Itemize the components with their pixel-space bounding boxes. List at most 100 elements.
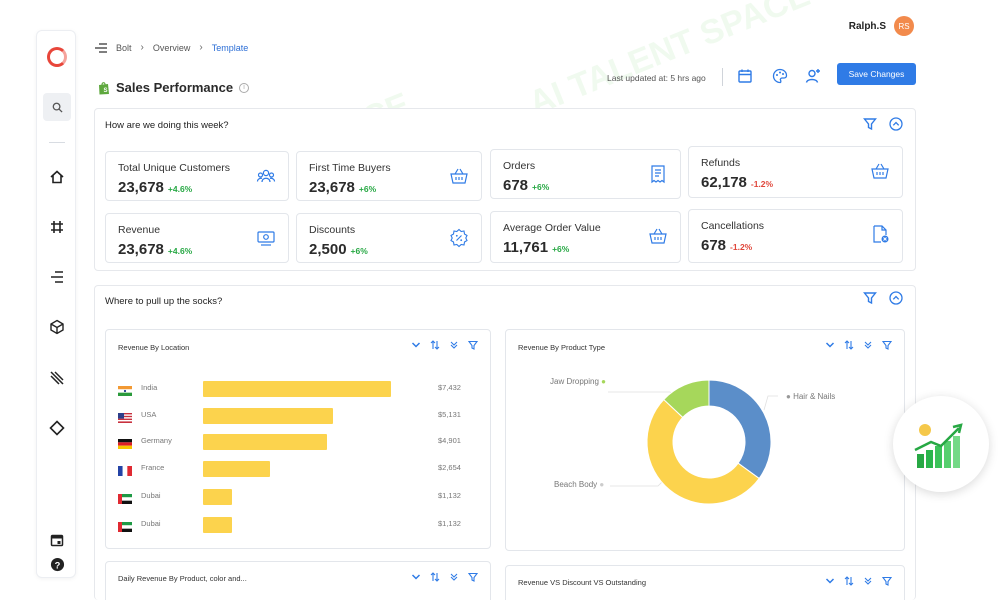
filter-icon[interactable]: [863, 117, 877, 131]
sidebar-item-home[interactable]: [45, 165, 69, 189]
bar-row[interactable]: India $7,432: [118, 381, 478, 397]
bar-value-label: $4,901: [438, 436, 461, 445]
kpi-change: +6%: [532, 182, 549, 192]
sidebar-divider: [49, 142, 65, 143]
menu-icon[interactable]: [94, 43, 108, 53]
growth-chart-icon: [893, 396, 989, 492]
kpi-label: Orders: [503, 160, 535, 172]
calendar-icon: [50, 533, 64, 547]
daily-revenue-panel: Daily Revenue By Product, color and...: [105, 561, 491, 600]
sidebar-item-integrations[interactable]: [45, 416, 69, 440]
uae-flag-icon: [118, 491, 132, 501]
kpi-card-cancellations[interactable]: Cancellations 678-1.2%: [688, 209, 903, 263]
save-changes-button[interactable]: Save Changes: [837, 63, 916, 85]
sidebar-item-help[interactable]: ?: [45, 552, 69, 576]
bar-row[interactable]: Dubai$1,132: [118, 489, 478, 505]
kpi-label: First Time Buyers: [309, 162, 391, 174]
bar-label: India: [141, 383, 157, 392]
kpi-card-first-time-buyers[interactable]: First Time Buyers 23,678+6%: [296, 151, 482, 201]
theme-button[interactable]: [770, 66, 790, 86]
kpi-card-discounts[interactable]: Discounts 2,500+6%: [296, 213, 482, 263]
chevron-down-icon[interactable]: [411, 572, 421, 582]
france-flag-icon: [118, 463, 132, 473]
avatar[interactable]: RS: [894, 16, 914, 36]
kpi-change: +6%: [552, 244, 569, 254]
sidebar-item-list[interactable]: [45, 265, 69, 289]
panel-title: Daily Revenue By Product, color and...: [118, 574, 247, 583]
kpi-change: -1.2%: [730, 242, 752, 252]
bar-row[interactable]: France$2,654: [118, 461, 478, 477]
bar: [203, 381, 391, 397]
breadcrumb: Bolt › Overview › Template: [94, 42, 248, 53]
donut-label-hair-nails: ● Hair & Nails: [786, 392, 835, 401]
basket-icon: [449, 166, 469, 186]
kpi-card-orders[interactable]: Orders 678+6%: [490, 149, 681, 199]
cancel-document-icon: [870, 224, 890, 244]
expand-icon[interactable]: [449, 572, 459, 582]
kpi-value: 62,178-1.2%: [701, 174, 773, 191]
kpi-value: 11,761+6%: [503, 239, 569, 256]
sidebar-search-button[interactable]: [43, 93, 71, 121]
list-icon: [49, 269, 65, 285]
svg-text:S: S: [104, 88, 108, 94]
kpi-label: Refunds: [701, 157, 740, 169]
info-icon[interactable]: i: [239, 83, 249, 93]
bar-value-label: $2,654: [438, 463, 461, 472]
search-icon: [52, 102, 63, 113]
user-menu[interactable]: Ralph.S RS: [849, 16, 914, 36]
chevron-down-icon[interactable]: [411, 340, 421, 350]
bar-row[interactable]: Germany$4,901: [118, 434, 478, 450]
collapse-icon[interactable]: [889, 117, 903, 131]
collapse-icon[interactable]: [889, 291, 903, 305]
app-logo-icon[interactable]: [47, 47, 67, 67]
weekly-section: How are we doing this week? Total Unique…: [94, 108, 916, 271]
basket-icon: [870, 161, 890, 181]
revenue-by-location-panel: Revenue By Location India$7,432USA$5,131…: [105, 329, 491, 549]
bar-value-label: $1,132: [438, 519, 461, 528]
chevron-down-icon[interactable]: [825, 576, 835, 586]
basket-icon: [648, 226, 668, 246]
add-user-button[interactable]: [803, 66, 823, 86]
kpi-change: -1.2%: [751, 179, 773, 189]
kpi-label: Average Order Value: [503, 222, 601, 234]
bar-value-label: $7,432: [438, 383, 461, 392]
kpi-label: Discounts: [309, 224, 355, 236]
sort-icon[interactable]: [430, 340, 440, 350]
bar-row[interactable]: USA$5,131: [118, 408, 478, 424]
growth-badge[interactable]: [893, 396, 989, 492]
filter-icon[interactable]: [863, 291, 877, 305]
kpi-card-revenue[interactable]: Revenue 23,678+4.6%: [105, 213, 289, 263]
panel-title: Revenue VS Discount VS Outstanding: [518, 578, 646, 587]
bar-row[interactable]: Dubai$1,132: [118, 517, 478, 533]
bar: [203, 408, 333, 424]
sort-icon[interactable]: [430, 572, 440, 582]
kpi-card-average-order-value[interactable]: Average Order Value 11,761+6%: [490, 211, 681, 263]
sort-icon[interactable]: [844, 576, 854, 586]
money-icon: [256, 228, 276, 248]
calendar-button[interactable]: [735, 66, 755, 86]
donut-slice-hair-nails[interactable]: [709, 380, 771, 478]
socks-section: Where to pull up the socks? Revenue By L…: [94, 285, 916, 600]
breadcrumb-item-overview[interactable]: Overview: [153, 43, 191, 53]
breadcrumb-item-template[interactable]: Template: [212, 43, 249, 53]
sidebar-item-calendar[interactable]: [45, 528, 69, 552]
filter-icon[interactable]: [882, 576, 892, 586]
sidebar-item-layers[interactable]: [45, 366, 69, 390]
kpi-change: +4.6%: [168, 184, 192, 194]
sidebar-item-products[interactable]: [45, 315, 69, 339]
kpi-value: 23,678+6%: [309, 179, 376, 196]
kpi-change: +6%: [359, 184, 376, 194]
bar-value-label: $1,132: [438, 491, 461, 500]
expand-icon[interactable]: [863, 576, 873, 586]
filter-icon[interactable]: [468, 572, 478, 582]
filter-icon[interactable]: [468, 340, 478, 350]
kpi-card-total-unique-customers[interactable]: Total Unique Customers 23,678+4.6%: [105, 151, 289, 201]
expand-icon[interactable]: [449, 340, 459, 350]
sidebar-item-grid[interactable]: [45, 215, 69, 239]
bar: [203, 517, 232, 533]
kpi-card-refunds[interactable]: Refunds 62,178-1.2%: [688, 146, 903, 198]
bar: [203, 434, 327, 450]
revenue-discount-outstanding-panel: Revenue VS Discount VS Outstanding: [505, 565, 905, 600]
breadcrumb-item-bolt[interactable]: Bolt: [116, 43, 132, 53]
cube-icon: [49, 319, 65, 335]
